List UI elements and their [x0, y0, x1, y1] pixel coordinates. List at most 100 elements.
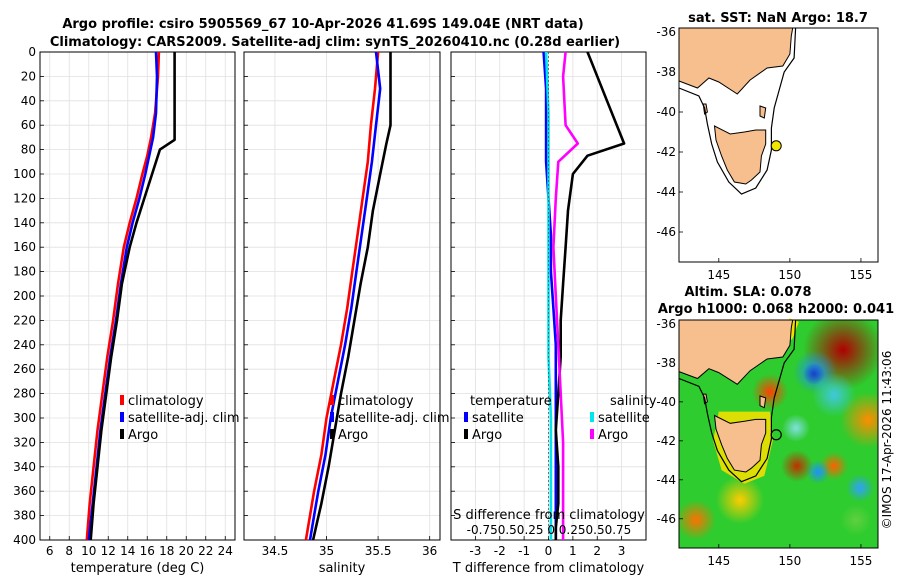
x-tick-label: 2: [593, 544, 601, 558]
y-tick-label: 0: [28, 45, 36, 59]
legend-swatch: [330, 395, 334, 405]
map-y-tick-label: -40: [656, 105, 676, 119]
legend-label: satellite-adj. clim: [128, 411, 240, 426]
tasmania: [713, 414, 767, 473]
argo-position-marker: [770, 429, 782, 441]
map-y-tick-label: -40: [656, 395, 676, 409]
legend-label: climatology: [128, 394, 204, 409]
x-tick-label: -3: [469, 544, 481, 558]
shelf-contour: [678, 319, 797, 483]
imos-watermark: ©IMOS 17-Apr-2026 11:43:06: [880, 351, 894, 530]
plot-frame: [39, 51, 236, 541]
map-x-tick-label: 150: [778, 554, 801, 568]
y-tick-label: 80: [21, 143, 36, 157]
series-line-argo: [89, 52, 176, 541]
legend-swatch: [330, 429, 334, 439]
legend-swatch: [120, 429, 124, 439]
map-x-tick-label: 155: [849, 268, 872, 282]
map-y-tick-label: -36: [656, 25, 676, 39]
difference-panel: -3 -2 -1 0 1 2 3 T difference from climatology t…: [450, 51, 657, 576]
series-line-temperature-argo: [554, 51, 626, 540]
x-tick-label: 16: [140, 544, 155, 558]
y-tick-label: 20: [21, 69, 36, 83]
x-tick-label: 6: [46, 544, 54, 558]
x-tick-label: 12: [101, 544, 116, 558]
y-tick-label: 260: [13, 362, 36, 376]
plot-frame: [243, 51, 441, 541]
series-line-salinity-satellite: [544, 51, 553, 540]
map-x-tick-label: 145: [707, 554, 730, 568]
salinity-panel: 34.5 35 35.5 36 salinity climatology satellite…: [243, 51, 450, 576]
sla-anomaly-patch: [782, 414, 810, 442]
legend-swatch: [590, 412, 594, 422]
legend-label: climatology: [338, 394, 414, 409]
sla-map-frame: [678, 319, 879, 549]
x-tick-label: 36: [422, 544, 437, 558]
map-y-tick-label: -44: [656, 473, 676, 487]
series-line-argo: [311, 52, 392, 541]
map-x-tick-label: 155: [849, 554, 872, 568]
figure-title-line2: Climatology: CARS2009. Satellite-adj cli…: [50, 35, 620, 50]
x-axis-label: T difference from climatology: [452, 561, 645, 576]
sst-map-title: sat. SST: NaN Argo: 18.7: [688, 11, 868, 26]
tasmania: [713, 125, 767, 185]
shelf-contour: [678, 27, 797, 195]
y-tick-label: 120: [13, 191, 36, 205]
y-tick-label: 280: [13, 387, 36, 401]
x-tick-label: 14: [120, 544, 135, 558]
x-tick-label: 0: [545, 544, 553, 558]
map-y-tick-label: -46: [656, 225, 676, 239]
flinders-island: [759, 395, 767, 409]
series-line-climatology: [85, 51, 161, 541]
y-tick-label: 60: [21, 118, 36, 132]
y-tick-label: 380: [13, 509, 36, 523]
y-tick-label: 200: [13, 289, 36, 303]
figure-title-line1: Argo profile: csiro 5905569_67 10-Apr-20…: [62, 17, 583, 32]
legend-label: satellite: [598, 411, 650, 426]
sla-anomaly-patch: [781, 450, 813, 482]
mainland-australia: [678, 27, 794, 95]
y-tick-label: 140: [13, 216, 36, 230]
legend-label: Argo: [472, 428, 502, 443]
map-y-tick-label: -42: [656, 434, 676, 448]
argo-position-marker: [770, 140, 782, 152]
legend-title-temperature: temperature: [470, 394, 552, 409]
flinders-island: [759, 105, 767, 119]
sla-map-subtitle: Argo h1000: 0.068 h2000: 0.041: [658, 302, 894, 317]
series-line-salinity-argo: [552, 51, 580, 540]
sla-anomaly-patch: [840, 392, 878, 448]
map-y-tick-label: -44: [656, 185, 676, 199]
y-tick-label: 340: [13, 460, 36, 474]
y-tick-label: 320: [13, 435, 36, 449]
sla-anomaly-patch: [806, 460, 830, 484]
sla-map-panel: 145 150 155 -36 -38 -40 -42 -44 -46 Altim. SLA: 0…: [656, 285, 894, 568]
x-tick-label: -1: [518, 544, 530, 558]
y-tick-label: 240: [13, 338, 36, 352]
y-tick-label: 220: [13, 313, 36, 327]
series-line-satellite-adj-clim: [308, 51, 382, 541]
temperature-panel: 6 8 10 12 14 16 18 20 22 240204060801001201401601…: [13, 45, 240, 576]
x-tick-label: 3: [618, 544, 626, 558]
map-x-tick-label: 145: [707, 268, 730, 282]
x-tick-label: 20: [179, 544, 194, 558]
y-tick-label: 40: [21, 94, 36, 108]
x-tick-label: 8: [65, 544, 73, 558]
y-tick-label: 360: [13, 484, 36, 498]
legend-swatch: [120, 395, 124, 405]
map-y-tick-label: -38: [656, 65, 676, 79]
sla-anomaly-patch: [752, 374, 788, 410]
legend-label: satellite: [472, 411, 524, 426]
x-tick-label: 10: [81, 544, 96, 558]
legend-title-salinity: salinity: [610, 394, 657, 409]
legend-swatch: [330, 412, 334, 422]
legend-swatch: [120, 412, 124, 422]
top-axis-label: S difference from climatology: [453, 508, 645, 523]
series-line-temperature-satellite: [542, 51, 558, 540]
x-tick-label: -2: [494, 544, 506, 558]
map-y-tick-label: -42: [656, 145, 676, 159]
legend-swatch: [464, 412, 468, 422]
x-tick-label: 35.5: [365, 544, 392, 558]
map-y-tick-label: -36: [656, 317, 676, 331]
legend-swatch: [464, 429, 468, 439]
